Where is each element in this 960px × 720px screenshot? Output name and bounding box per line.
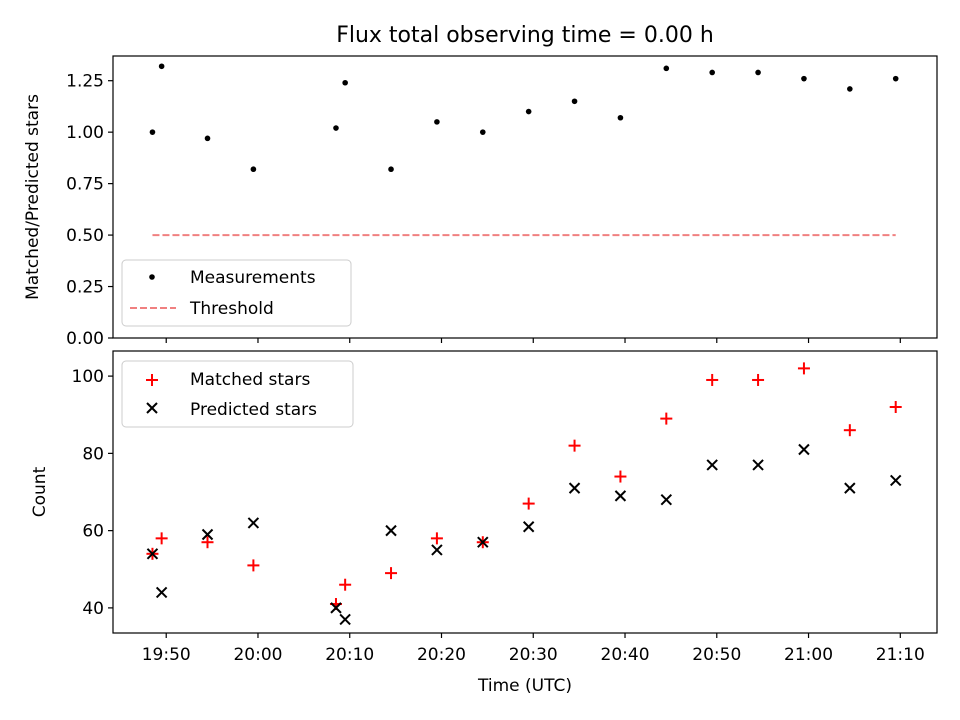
predicted-star-point (339, 613, 351, 626)
bottom-legend-box (121, 360, 354, 428)
predicted-star-point (385, 524, 397, 537)
legend-matched-marker (146, 374, 158, 386)
measurement-point (892, 75, 899, 82)
top-panel-legend: Measurements Threshold (121, 259, 352, 327)
predicted-star-point (614, 490, 627, 502)
matched-star-point (843, 424, 856, 437)
matched-star-point (247, 559, 260, 572)
top-panel-frame (112, 55, 938, 339)
x-tick-label: 21:00 (784, 645, 833, 665)
predicted-star-point (146, 548, 159, 560)
predicted-star-point (706, 459, 718, 471)
predicted-star-point (890, 474, 902, 487)
y-tick-label: 1.00 (66, 123, 104, 143)
predicted-star-point (330, 602, 342, 614)
x-tick-label: 19:50 (142, 645, 191, 665)
measurement-point (755, 69, 761, 76)
bottom-panel-y-ticks: 40 60 80 100 (72, 367, 113, 619)
predicted-star-point (247, 517, 260, 529)
predicted-star-point (798, 443, 810, 456)
predicted-star-point (660, 494, 673, 506)
measurement-point (158, 63, 165, 70)
matched-star-point (706, 373, 719, 386)
predicted-star-point (201, 528, 214, 541)
predicted-star-point (568, 482, 581, 494)
measurement-point (663, 65, 670, 72)
x-tick-label: 20:20 (417, 645, 466, 665)
predicted-star-point (155, 586, 168, 599)
measurement-point (434, 119, 440, 125)
predicted-star-point (752, 459, 764, 471)
y-tick-label: 0.50 (66, 226, 104, 246)
top-panel-y-ticks: 0.00 0.25 0.50 0.75 1.00 1.25 (66, 72, 113, 349)
matched-star-point (155, 532, 168, 545)
measurement-point (250, 166, 257, 173)
x-axis-label: Time (UTC) (477, 676, 572, 696)
measurement-point (617, 114, 624, 121)
measurement-point (709, 69, 715, 76)
bottom-panel-marks (146, 362, 902, 626)
matched-star-point (339, 578, 352, 591)
x-tick-label: 20:00 (233, 645, 282, 665)
top-panel: 0.00 0.25 0.50 0.75 1.00 1.25 Matched/Predict… (23, 55, 938, 349)
matched-star-point (385, 567, 398, 580)
matched-star-point (201, 536, 214, 549)
x-tick-label: 20:50 (692, 645, 741, 665)
measurement-point (847, 86, 853, 92)
bottom-panel-frame (112, 350, 938, 634)
bottom-panel-x-ticks: 19:50 20:00 20:10 20:20 20:30 20:40 20:50 21:00… (142, 633, 925, 665)
y-tick-label: 40 (82, 599, 104, 619)
x-tick-label: 20:10 (325, 645, 374, 665)
x-tick-label: 20:30 (509, 645, 558, 665)
bottom-panel-legend: Matched stars Predicted stars (121, 360, 354, 428)
matched-star-point (614, 470, 627, 483)
figure-title: Flux total observing time = 0.00 h (336, 23, 714, 48)
top-legend-box (121, 259, 352, 327)
legend-threshold-label: Threshold (189, 299, 274, 319)
matched-star-point (889, 401, 902, 414)
predicted-star-point (522, 521, 535, 533)
top-panel-marks (149, 63, 899, 237)
matched-star-point (752, 373, 765, 386)
measurement-point (388, 166, 394, 173)
measurement-point (571, 98, 578, 105)
legend-predicted-label: Predicted stars (190, 400, 317, 420)
y-tick-label: 60 (82, 522, 104, 542)
legend-predicted-marker (146, 402, 158, 414)
measurement-point (525, 108, 532, 115)
bottom-panel-ylabel: Count (30, 466, 50, 517)
matched-star-point (430, 532, 443, 545)
top-panel-ylabel: Matched/Predicted stars (23, 94, 43, 300)
measurement-point (333, 125, 339, 131)
legend-matched-label: Matched stars (190, 370, 310, 390)
x-tick-label: 20:40 (601, 645, 650, 665)
top-panel-x-ticks (165, 338, 901, 343)
y-tick-label: 0.25 (66, 278, 104, 298)
x-tick-label: 21:10 (876, 645, 925, 665)
predicted-star-point (477, 536, 489, 548)
matched-star-point (660, 412, 673, 425)
measurement-point (801, 75, 807, 82)
y-tick-label: 100 (72, 367, 104, 387)
matched-star-point (522, 497, 535, 510)
measurement-point (342, 79, 348, 86)
matched-star-point (568, 439, 581, 452)
matched-star-point (797, 362, 810, 375)
bottom-panel: 40 60 80 100 19:50 20:00 20:10 20:20 20:30 20:40… (30, 350, 938, 696)
legend-measurements-label: Measurements (190, 268, 316, 288)
y-tick-label: 1.25 (66, 72, 104, 92)
measurement-point (479, 129, 486, 135)
y-tick-label: 0.75 (66, 175, 104, 195)
y-tick-label: 0.00 (66, 329, 104, 349)
measurement-point (149, 129, 156, 135)
measurement-point (204, 135, 211, 142)
predicted-star-point (844, 482, 856, 494)
legend-measurements-marker (149, 274, 155, 280)
y-tick-label: 80 (82, 444, 104, 464)
predicted-star-point (431, 544, 443, 556)
